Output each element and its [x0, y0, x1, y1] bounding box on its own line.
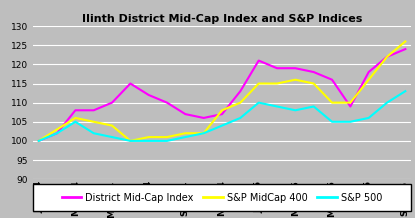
S&P 500: [110, 136, 115, 138]
S&P 500: [220, 124, 225, 127]
S&P 500: [91, 132, 96, 135]
District Mid-Cap Index: [348, 105, 353, 108]
S&P MidCap 400: [275, 82, 280, 85]
S&P 500: [73, 121, 78, 123]
S&P MidCap 400: [256, 82, 261, 85]
S&P MidCap 400: [54, 128, 59, 131]
Title: IIinth District Mid-Cap Index and S&P Indices: IIinth District Mid-Cap Index and S&P In…: [82, 14, 362, 24]
S&P 500: [164, 140, 169, 142]
S&P 500: [385, 101, 390, 104]
District Mid-Cap Index: [366, 71, 371, 73]
District Mid-Cap Index: [403, 48, 408, 50]
S&P MidCap 400: [385, 55, 390, 58]
District Mid-Cap Index: [73, 109, 78, 112]
S&P 500: [366, 117, 371, 119]
District Mid-Cap Index: [220, 113, 225, 115]
S&P 500: [36, 140, 41, 142]
S&P MidCap 400: [220, 109, 225, 112]
S&P 500: [128, 140, 133, 142]
S&P MidCap 400: [403, 40, 408, 43]
Line: District Mid-Cap Index: District Mid-Cap Index: [39, 49, 405, 141]
S&P MidCap 400: [238, 101, 243, 104]
S&P 500: [238, 117, 243, 119]
District Mid-Cap Index: [385, 55, 390, 58]
S&P 500: [330, 121, 334, 123]
S&P MidCap 400: [366, 78, 371, 81]
S&P 500: [348, 121, 353, 123]
District Mid-Cap Index: [146, 94, 151, 96]
S&P 500: [293, 109, 298, 112]
S&P MidCap 400: [183, 132, 188, 135]
S&P MidCap 400: [164, 136, 169, 138]
S&P 500: [403, 90, 408, 92]
District Mid-Cap Index: [91, 109, 96, 112]
District Mid-Cap Index: [330, 78, 334, 81]
S&P 500: [146, 140, 151, 142]
S&P MidCap 400: [36, 140, 41, 142]
S&P MidCap 400: [91, 121, 96, 123]
S&P 500: [54, 132, 59, 135]
District Mid-Cap Index: [54, 132, 59, 135]
S&P 500: [183, 136, 188, 138]
S&P MidCap 400: [348, 101, 353, 104]
S&P 500: [275, 105, 280, 108]
District Mid-Cap Index: [238, 90, 243, 92]
S&P MidCap 400: [293, 78, 298, 81]
District Mid-Cap Index: [183, 113, 188, 115]
Line: S&P MidCap 400: S&P MidCap 400: [39, 41, 405, 141]
District Mid-Cap Index: [201, 117, 206, 119]
S&P 500: [311, 105, 316, 108]
District Mid-Cap Index: [36, 140, 41, 142]
District Mid-Cap Index: [164, 101, 169, 104]
District Mid-Cap Index: [293, 67, 298, 70]
S&P MidCap 400: [128, 140, 133, 142]
S&P MidCap 400: [73, 117, 78, 119]
District Mid-Cap Index: [311, 71, 316, 73]
Line: S&P 500: S&P 500: [39, 91, 405, 141]
Legend: District Mid-Cap Index, S&P MidCap 400, S&P 500: District Mid-Cap Index, S&P MidCap 400, …: [58, 189, 386, 206]
District Mid-Cap Index: [256, 59, 261, 62]
S&P MidCap 400: [110, 124, 115, 127]
S&P MidCap 400: [311, 82, 316, 85]
S&P 500: [256, 101, 261, 104]
District Mid-Cap Index: [110, 101, 115, 104]
S&P MidCap 400: [330, 101, 334, 104]
S&P MidCap 400: [146, 136, 151, 138]
S&P 500: [201, 132, 206, 135]
District Mid-Cap Index: [275, 67, 280, 70]
District Mid-Cap Index: [128, 82, 133, 85]
S&P MidCap 400: [201, 132, 206, 135]
